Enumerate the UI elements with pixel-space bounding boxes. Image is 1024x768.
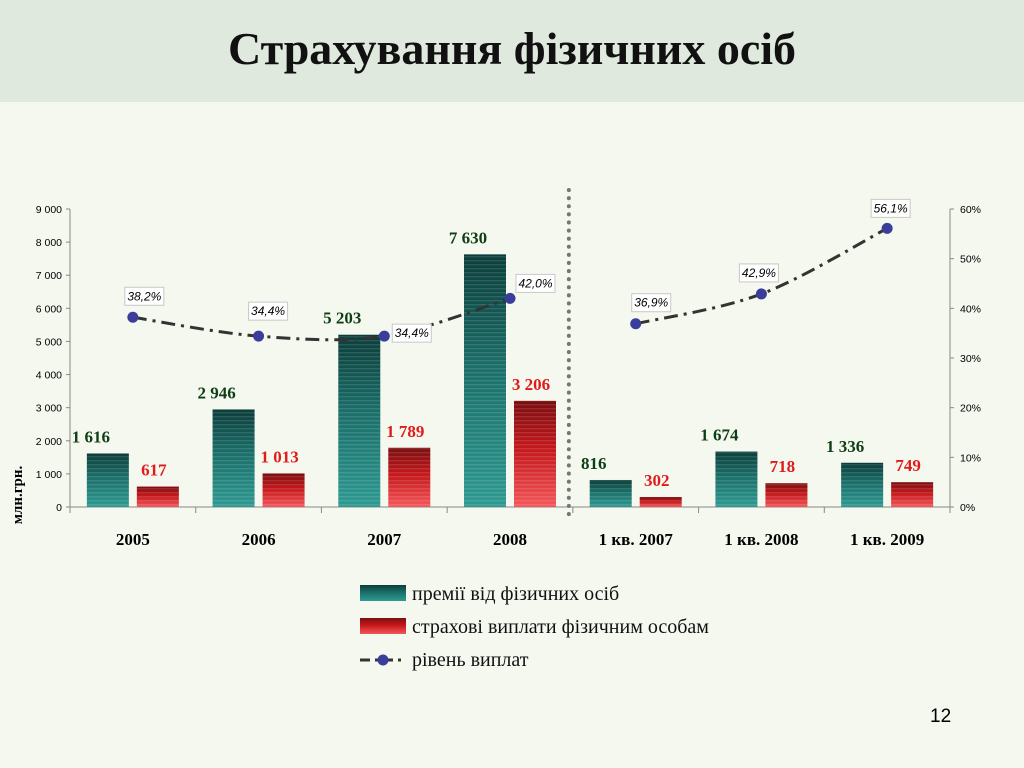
payout-value-label: 749: [895, 456, 921, 475]
payout-level-point: [127, 311, 139, 323]
bar-texture: [212, 409, 255, 507]
y-tick-label: 5 000: [36, 336, 62, 348]
x-category-label: 1 кв. 2008: [724, 530, 798, 549]
payout-level-label-box: [515, 273, 556, 293]
x-category-label: 2008: [493, 530, 527, 549]
y2-tick-label: 40%: [960, 303, 981, 315]
premium-value-label: 816: [581, 454, 607, 473]
slide-title: Страхування фізичних осіб: [227, 23, 797, 74]
bar-texture: [136, 486, 179, 507]
payout-level-label: 56,1%: [874, 201, 908, 215]
payout-value-label: 617: [141, 461, 167, 480]
payout-value-label: 1 789: [386, 422, 424, 441]
payout-level-point: [253, 330, 265, 342]
payout-chart: 0 1 000 2 000 3 000 4 000 5 000 6 000 7 000 8 00…: [10, 188, 981, 671]
legend-label-level: рівень виплат: [412, 649, 529, 671]
x-category-label: 1 кв. 2009: [850, 530, 924, 549]
bar-texture: [338, 334, 381, 507]
title-band: [0, 0, 1024, 102]
legend-swatch-premiums: [360, 585, 406, 601]
payout-value-label: 1 013: [260, 447, 298, 466]
payout-level-label: 42,0%: [518, 276, 552, 290]
payout-level-label: 38,2%: [127, 289, 161, 303]
y-tick-label: 4 000: [36, 370, 62, 382]
payout-level-point: [881, 222, 893, 234]
premium-value-label: 2 946: [197, 383, 235, 402]
payout-level-line: [132, 296, 511, 342]
payout-level-label-box: [738, 263, 779, 283]
legend-swatch-payouts: [360, 618, 406, 634]
bar-texture: [715, 451, 758, 507]
y-axis-title: млн.грн.: [10, 465, 26, 524]
legend-label-premiums: премії від фізичних осіб: [412, 583, 619, 605]
payout-level-label-box: [391, 323, 432, 343]
y-tick-label: 9 000: [36, 204, 62, 216]
y2-tick-label: 0%: [960, 502, 975, 514]
y-tick-label: 0: [56, 502, 62, 514]
y2-tick-label: 50%: [960, 254, 981, 266]
x-category-label: 2005: [116, 530, 150, 549]
bar-texture: [765, 483, 808, 507]
payout-level-label-box: [248, 301, 289, 321]
legend-label-payouts: страхові виплати фізичним особам: [412, 616, 709, 638]
bar-texture: [841, 462, 884, 507]
payout-value-label: 718: [770, 457, 796, 476]
y2-tick-label: 60%: [960, 204, 981, 216]
payout-level-point: [378, 330, 390, 342]
bar-texture: [86, 453, 129, 507]
bar-texture: [262, 473, 305, 507]
bar-texture: [514, 400, 556, 507]
payout-level-label: 36,9%: [634, 296, 668, 310]
payout-level-point: [504, 292, 516, 304]
payout-level-label-box: [870, 198, 911, 218]
payout-level-point: [755, 288, 767, 300]
x-category-label: 2007: [367, 530, 402, 549]
bar-texture: [891, 482, 934, 507]
y-tick-label: 3 000: [36, 403, 62, 415]
y-tick-label: 7 000: [36, 270, 62, 282]
bar-texture: [589, 479, 632, 507]
payout-value-label: 3 206: [512, 375, 550, 394]
y-tick-label: 1 000: [36, 469, 62, 481]
premium-value-label: 1 336: [826, 437, 864, 456]
premium-value-label: 7 630: [449, 228, 487, 247]
bar-texture: [388, 447, 431, 507]
premium-value-label: 5 203: [323, 309, 361, 328]
y-tick-label: 8 000: [36, 237, 62, 249]
payout-level-label: 42,9%: [742, 266, 776, 280]
payout-level-point: [630, 318, 642, 330]
premium-value-label: 1 674: [700, 426, 739, 445]
legend-swatch-level-point: [377, 654, 389, 666]
payout-level-label: 34,4%: [251, 304, 285, 318]
y2-tick-label: 20%: [960, 403, 981, 415]
x-category-label: 1 кв. 2007: [599, 530, 674, 549]
payout-value-label: 302: [644, 471, 670, 490]
payout-level-label-box: [124, 286, 165, 306]
page-number: 12: [930, 706, 952, 727]
bar-texture: [639, 497, 682, 507]
y-tick-label: 2 000: [36, 436, 62, 448]
payout-level-label: 34,4%: [395, 326, 429, 340]
y2-tick-label: 30%: [960, 353, 981, 365]
payout-level-label-box: [631, 293, 672, 313]
premium-value-label: 1 616: [72, 427, 110, 446]
y2-tick-label: 10%: [960, 452, 981, 464]
y-tick-label: 6 000: [36, 303, 62, 315]
bar-texture: [464, 254, 506, 507]
x-category-label: 2006: [242, 530, 276, 549]
